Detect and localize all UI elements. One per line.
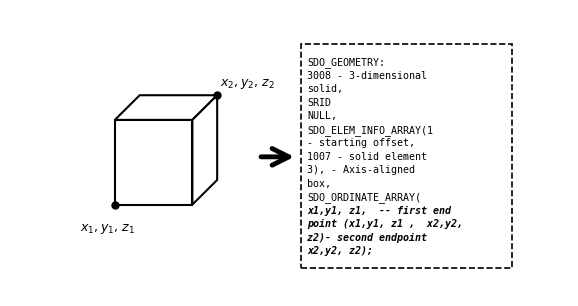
Bar — [301, 44, 512, 268]
Text: SDO_ELEM_INFO_ARRAY(1: SDO_ELEM_INFO_ARRAY(1 — [307, 125, 433, 136]
Text: SDO_GEOMETRY:: SDO_GEOMETRY: — [307, 58, 385, 69]
Polygon shape — [115, 120, 192, 205]
Polygon shape — [115, 95, 217, 120]
Polygon shape — [192, 95, 217, 205]
Text: 1007 - solid element: 1007 - solid element — [307, 152, 427, 162]
Text: point (x1,y1, z1 ,  x2,y2,: point (x1,y1, z1 , x2,y2, — [307, 219, 463, 229]
Text: x1,y1, z1,  -- first end: x1,y1, z1, -- first end — [307, 206, 451, 216]
Text: 3008 - 3-dimensional: 3008 - 3-dimensional — [307, 71, 427, 81]
Text: SRID: SRID — [307, 98, 331, 108]
Text: - starting offset,: - starting offset, — [307, 138, 415, 148]
Text: $x_1,y_1,\, z_1$: $x_1,y_1,\, z_1$ — [80, 222, 135, 236]
Text: z2)- second endpoint: z2)- second endpoint — [307, 233, 427, 243]
Text: $x_2,y_2,\, z_2$: $x_2,y_2,\, z_2$ — [220, 76, 275, 91]
Text: box,: box, — [307, 179, 331, 189]
Text: x2,y2, z2);: x2,y2, z2); — [307, 246, 373, 256]
Text: 3), - Axis-aligned: 3), - Axis-aligned — [307, 165, 415, 175]
Text: SDO_ORDINATE_ARRAY(: SDO_ORDINATE_ARRAY( — [307, 192, 421, 203]
Text: NULL,: NULL, — [307, 111, 337, 121]
Text: solid,: solid, — [307, 84, 343, 95]
